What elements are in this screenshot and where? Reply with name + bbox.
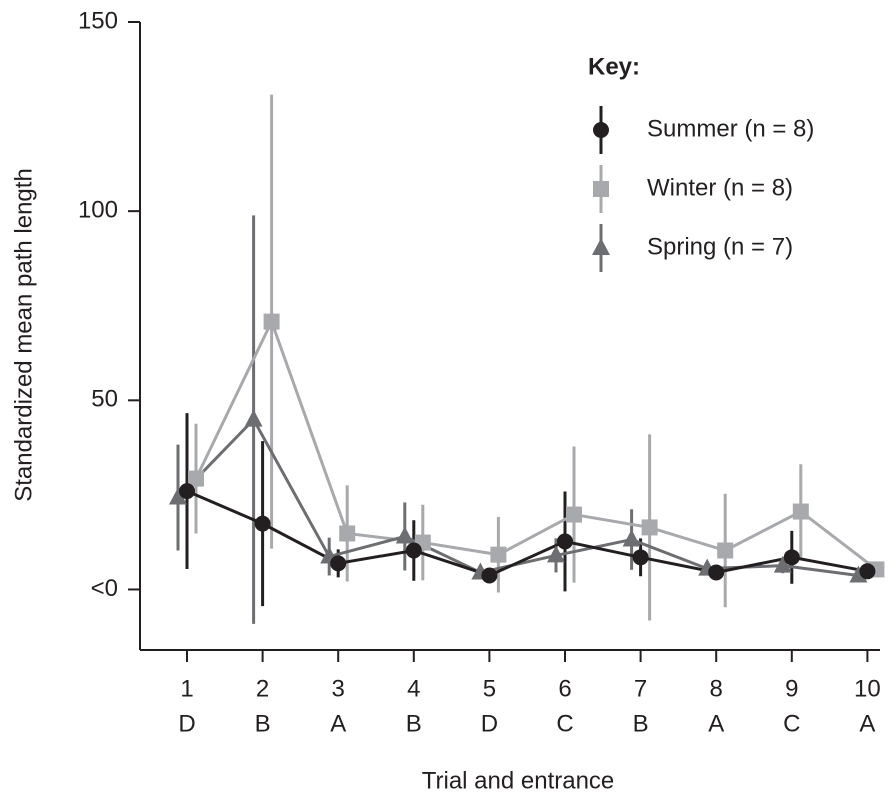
data-point bbox=[179, 483, 195, 500]
series-line bbox=[176, 417, 859, 577]
data-point bbox=[169, 487, 187, 505]
x-axis-label: Trial and entrance bbox=[422, 767, 615, 794]
data-point bbox=[547, 545, 565, 563]
x-tick-sublabel: C bbox=[556, 710, 573, 737]
data-point bbox=[339, 525, 356, 542]
data-point bbox=[783, 549, 800, 566]
y-tick-label: <0 bbox=[91, 575, 118, 602]
y-tick-label: 50 bbox=[91, 386, 118, 413]
x-tick-label: 2 bbox=[256, 675, 269, 702]
x-tick-label: 9 bbox=[785, 675, 798, 702]
x-tick-sublabel: C bbox=[783, 710, 800, 737]
legend-label: Spring (n = 7) bbox=[647, 233, 793, 260]
data-point bbox=[481, 567, 498, 584]
data-point bbox=[188, 470, 204, 487]
x-tick-sublabel: B bbox=[255, 710, 271, 737]
x-tick-label: 7 bbox=[634, 675, 647, 702]
data-point bbox=[632, 549, 649, 566]
series-line bbox=[186, 489, 868, 578]
data-point bbox=[859, 563, 876, 580]
x-tick-sublabel: B bbox=[406, 710, 422, 737]
legend-marker bbox=[592, 238, 610, 255]
data-point bbox=[254, 515, 271, 532]
data-point bbox=[566, 506, 582, 523]
data-point bbox=[773, 555, 792, 573]
data-point bbox=[641, 519, 658, 536]
data-point bbox=[405, 542, 422, 559]
legend-marker bbox=[593, 122, 609, 138]
data-point bbox=[717, 542, 734, 559]
data-point bbox=[330, 555, 347, 572]
data-point bbox=[622, 529, 641, 547]
x-tick-label: 4 bbox=[407, 675, 420, 702]
y-tick-label: 150 bbox=[78, 7, 118, 34]
y-tick-label: 100 bbox=[78, 197, 118, 224]
data-point bbox=[557, 533, 573, 550]
x-tick-label: 8 bbox=[710, 675, 723, 702]
y-axis-label: Standardized mean path length bbox=[10, 168, 37, 502]
x-tick-sublabel: A bbox=[330, 710, 346, 737]
legend-marker bbox=[593, 181, 609, 197]
x-tick-label: 6 bbox=[558, 675, 571, 702]
x-tick-sublabel: A bbox=[859, 710, 875, 737]
data-point bbox=[490, 546, 507, 563]
x-tick-sublabel: B bbox=[633, 710, 649, 737]
data-point bbox=[244, 409, 263, 427]
x-tick-label: 5 bbox=[483, 675, 496, 702]
x-tick-sublabel: D bbox=[481, 710, 498, 737]
data-point bbox=[395, 526, 414, 544]
data-point bbox=[708, 564, 725, 581]
data-point bbox=[263, 313, 280, 330]
legend-title: Key: bbox=[588, 53, 640, 80]
x-tick-label: 10 bbox=[854, 675, 881, 702]
data-point bbox=[792, 503, 809, 520]
data-point bbox=[849, 565, 868, 583]
legend-label: Summer (n = 8) bbox=[647, 115, 814, 142]
x-tick-label: 3 bbox=[332, 675, 345, 702]
series-line bbox=[194, 317, 878, 571]
x-tick-sublabel: D bbox=[178, 710, 195, 737]
legend-label: Winter (n = 8) bbox=[647, 174, 793, 201]
x-tick-label: 1 bbox=[180, 675, 193, 702]
x-tick-sublabel: A bbox=[708, 710, 724, 737]
